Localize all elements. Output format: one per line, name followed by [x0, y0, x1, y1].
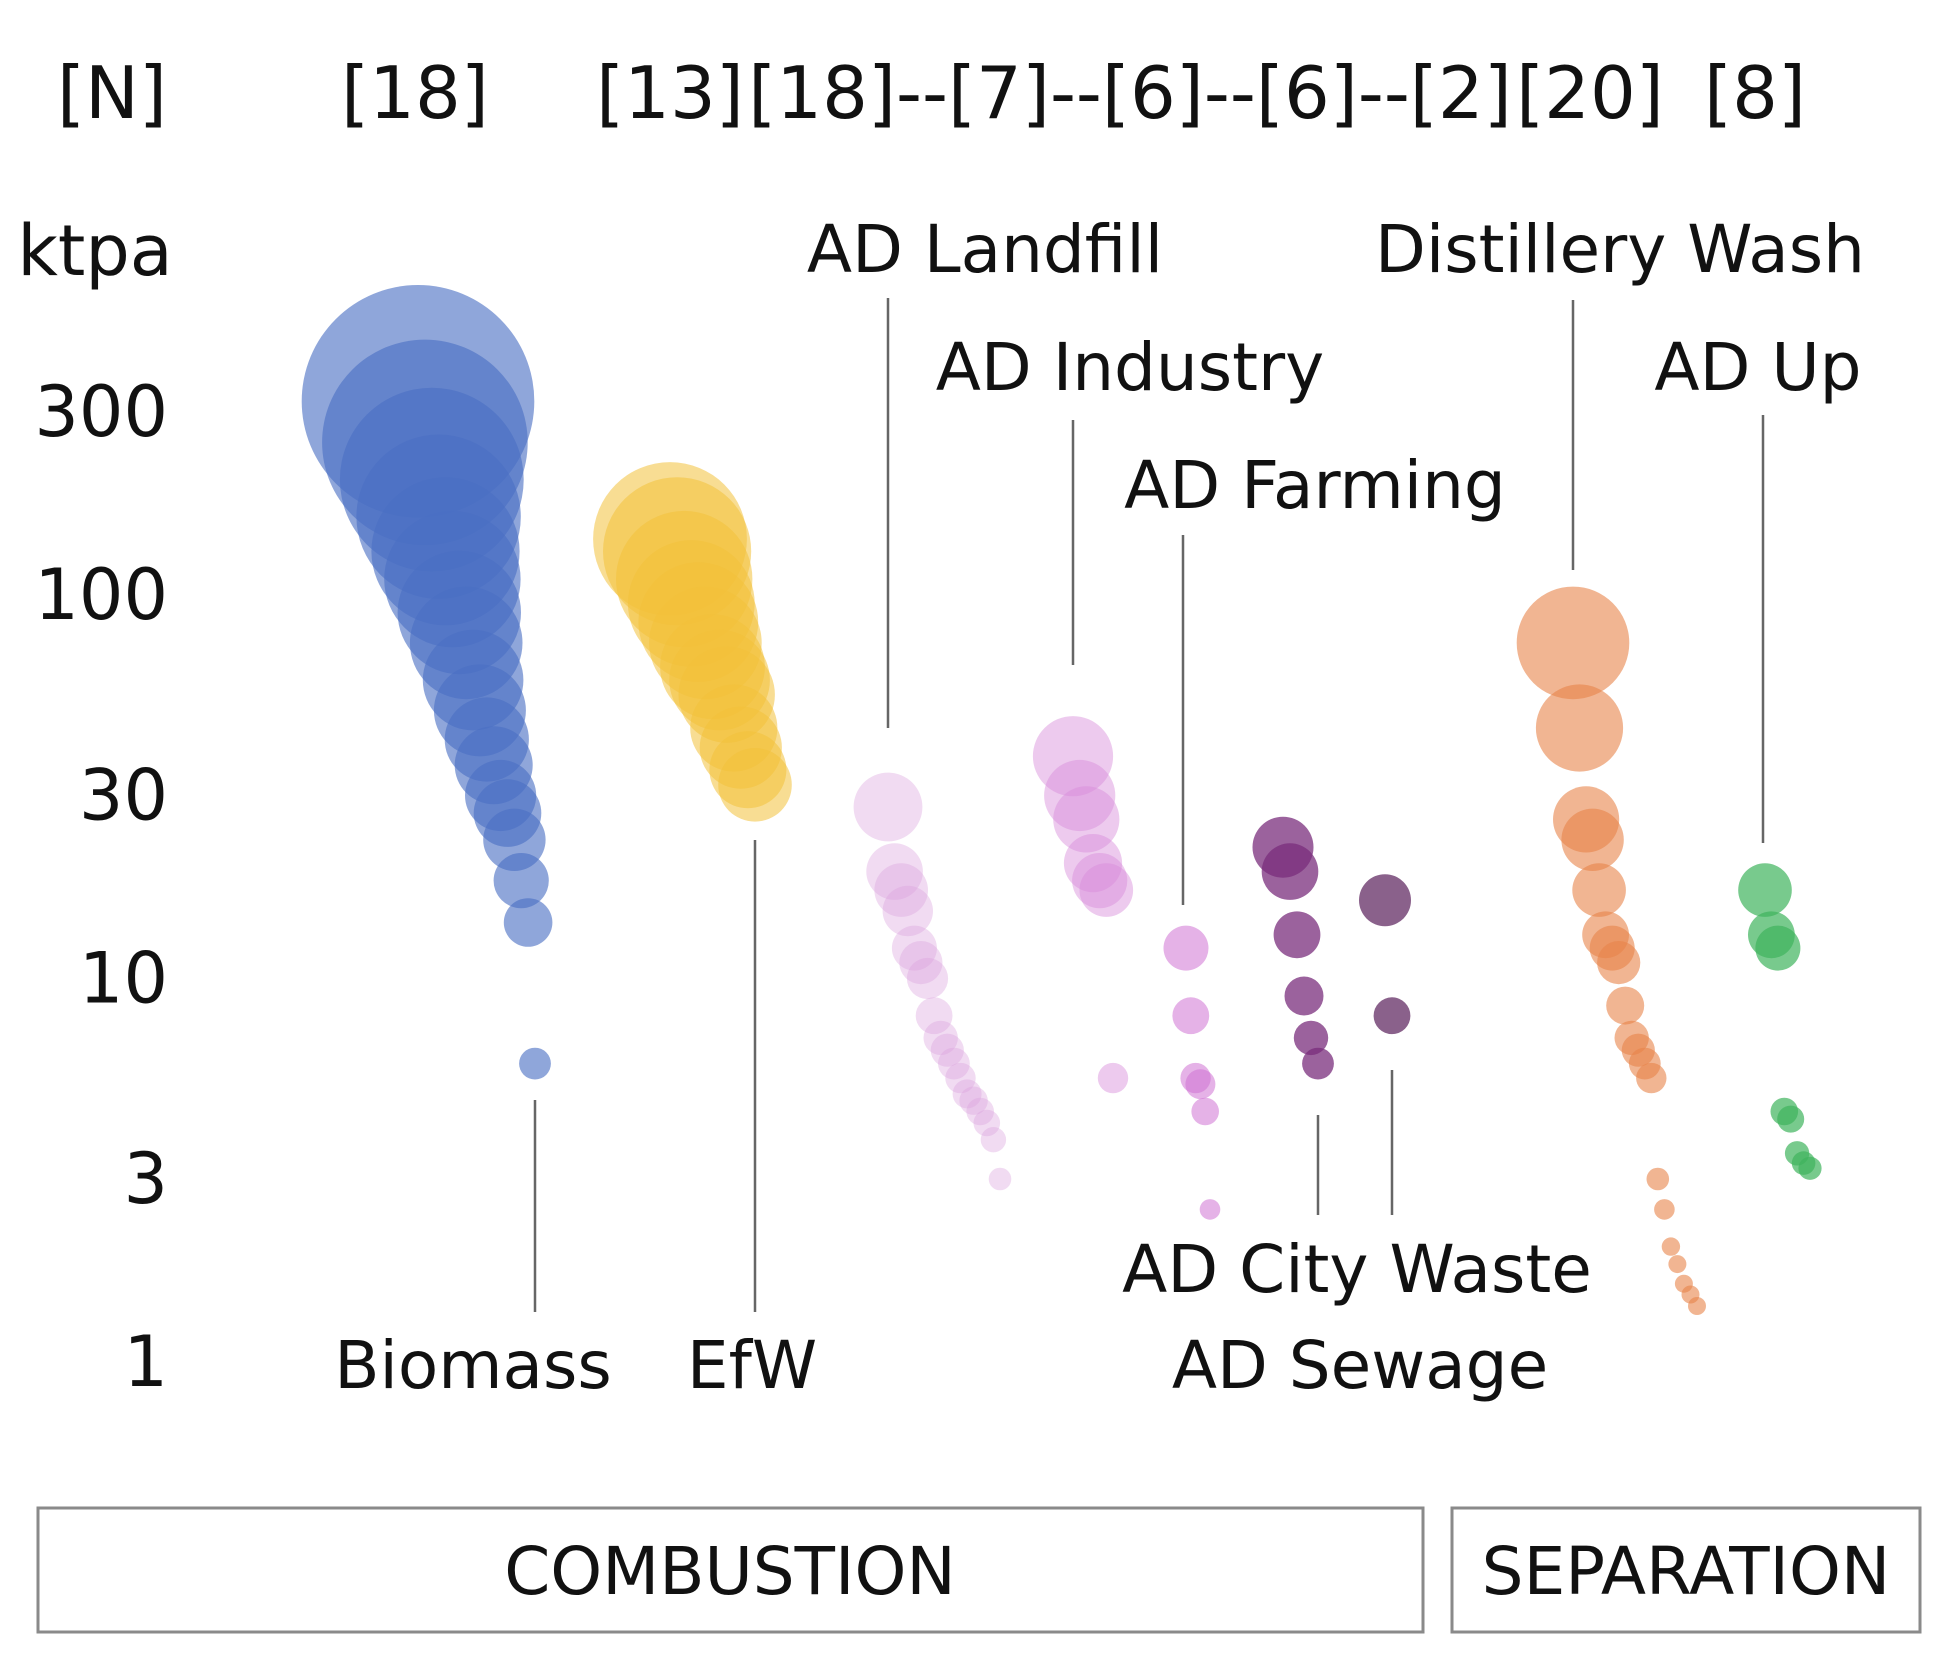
group-box-separation — [1450, 1506, 1922, 1634]
bubble-distillery-wash — [1661, 1237, 1681, 1256]
bubble-ad-landfill — [882, 885, 933, 937]
label-biomass: Biomass — [334, 1327, 612, 1404]
y-unit-label: ktpa — [17, 210, 172, 292]
bubble-ad-farming — [1163, 925, 1209, 971]
bubble-biomass — [519, 1047, 551, 1080]
count-label-ad-up: [8] — [1704, 51, 1806, 135]
bubble-ad-farming — [1185, 1069, 1216, 1100]
label-ad-sewage: AD Sewage — [1172, 1327, 1548, 1404]
bubble-ad-city-waste — [1273, 911, 1321, 959]
bubble-ad-landfill — [952, 1079, 982, 1109]
label-efw: EfW — [687, 1327, 817, 1404]
bubble-ad-landfill — [899, 941, 943, 985]
y-tick-label: 3 — [123, 1138, 168, 1220]
count-label-distillery: [20] — [1516, 51, 1664, 135]
group-label-combustion: COMBUSTION — [504, 1533, 956, 1610]
bubble-ad-city-waste — [1284, 976, 1324, 1016]
y-tick-label: 1 — [123, 1321, 168, 1403]
bubble-ad-industry — [1063, 834, 1123, 893]
bubble-ad-up — [1798, 1156, 1822, 1180]
bubble-ad-landfill — [945, 1062, 976, 1094]
bubble-ad-landfill — [923, 1020, 958, 1056]
y-tick-label: 100 — [34, 554, 168, 636]
bubble-ad-landfill — [915, 997, 953, 1035]
bubble-ad-landfill — [891, 925, 937, 971]
bubble-distillery-wash — [1516, 586, 1630, 700]
bubble-distillery-wash — [1561, 808, 1624, 871]
label-ad-city-waste: AD City Waste — [1122, 1231, 1592, 1308]
count-label-biomass: [18] — [341, 51, 489, 135]
bubble-ad-city-waste — [1302, 1047, 1334, 1080]
bubble-ad-landfill — [930, 1033, 964, 1067]
bubble-ad-landfill — [988, 1167, 1012, 1191]
bubble-ad-landfill — [874, 863, 928, 917]
bubble-ad-industry — [1097, 1062, 1129, 1094]
bubble-ad-industry — [1053, 786, 1120, 853]
bubble-ad-landfill — [853, 772, 923, 842]
bubble-ad-landfill — [906, 957, 949, 1000]
bubble-distillery-wash — [1572, 863, 1626, 917]
bubble-ad-sewage — [1373, 997, 1411, 1035]
leader-lines — [533, 298, 1765, 1312]
bubble-ad-landfill — [966, 1097, 994, 1126]
bubble-efw — [718, 748, 792, 822]
bubble-ad-sewage — [1359, 874, 1411, 927]
label-ad-up: AD Up — [1654, 329, 1861, 406]
count-label-ad-series: [18]--[7]--[6]--[6]--[2] — [748, 51, 1512, 135]
bubble-distillery-wash — [1688, 1297, 1706, 1315]
label-ad-industry: AD Industry — [936, 329, 1324, 406]
bubble-distillery-wash — [1597, 941, 1641, 985]
y-tick-label: 30 — [79, 755, 168, 837]
label-distillery-wash: Distillery Wash — [1375, 211, 1865, 288]
label-ad-landfill: AD Landfill — [807, 211, 1163, 288]
bubble-biomass — [493, 853, 549, 909]
bubble-ad-farming — [1191, 1097, 1219, 1126]
bubble-distillery-wash — [1606, 986, 1645, 1025]
bubble-ad-landfill — [980, 1127, 1007, 1153]
count-header: [N] — [57, 51, 167, 135]
bubble-distillery-wash — [1668, 1255, 1687, 1274]
bubble-biomass — [503, 898, 553, 947]
group-box-combustion — [36, 1506, 1425, 1634]
bubble-ad-landfill — [973, 1109, 1001, 1137]
label-ad-farming: AD Farming — [1124, 447, 1506, 524]
bubble-ad-up — [1755, 925, 1801, 971]
bubble-ad-landfill — [866, 843, 923, 900]
y-tick-label: 300 — [34, 371, 168, 453]
group-label-separation: SEPARATION — [1482, 1533, 1891, 1610]
bubble-distillery-wash — [1535, 684, 1624, 772]
bubble-distillery-wash — [1636, 1062, 1667, 1094]
count-label-efw: [13] — [596, 51, 744, 135]
bubble-ad-farming — [1172, 997, 1210, 1035]
bubble-distillery-wash — [1654, 1199, 1675, 1220]
bubble-ad-industry — [1032, 716, 1114, 797]
bubble-ad-landfill — [938, 1047, 970, 1080]
bubble-ad-farming — [1199, 1199, 1221, 1220]
bubble-ad-up — [1777, 1105, 1805, 1133]
bubble-ad-city-waste — [1261, 843, 1319, 900]
bubbles-layer — [301, 285, 1822, 1315]
y-axis-ticks: 1 3 10 30 100 300 — [34, 371, 168, 1403]
bubble-ad-up — [1738, 863, 1792, 917]
bubble-ad-industry — [1044, 759, 1116, 832]
y-tick-label: 10 — [79, 938, 168, 1020]
bubble-ad-industry — [1079, 863, 1134, 917]
bubble-ad-industry — [1072, 853, 1128, 909]
bubble-ad-city-waste — [1293, 1020, 1329, 1056]
bubble-distillery-wash — [1646, 1167, 1670, 1191]
bubble-ad-landfill — [959, 1086, 988, 1115]
